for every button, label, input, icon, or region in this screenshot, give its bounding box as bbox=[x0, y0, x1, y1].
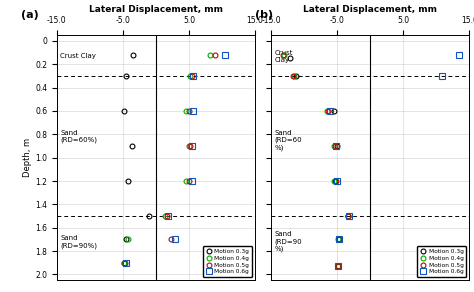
Text: Sand
(RD=90%): Sand (RD=90%) bbox=[60, 235, 97, 248]
Legend: Motion 0.3g, Motion 0.4g, Motion 0.5g, Motion 0.6g: Motion 0.3g, Motion 0.4g, Motion 0.5g, M… bbox=[417, 246, 466, 277]
Text: Crust Clay: Crust Clay bbox=[60, 53, 96, 59]
Text: Sand
(RD=60
%): Sand (RD=60 %) bbox=[274, 130, 302, 151]
Text: Crust
Clay: Crust Clay bbox=[274, 50, 293, 62]
Y-axis label: Depth, m: Depth, m bbox=[23, 138, 32, 177]
X-axis label: Lateral Displacement, mm: Lateral Displacement, mm bbox=[89, 5, 223, 14]
Legend: Motion 0.3g, Motion 0.4g, Motion 0.5g, Motion 0.6g: Motion 0.3g, Motion 0.4g, Motion 0.5g, M… bbox=[203, 246, 252, 277]
Text: Sand
(RD=60%): Sand (RD=60%) bbox=[60, 130, 97, 143]
X-axis label: Lateral Displacement, mm: Lateral Displacement, mm bbox=[303, 5, 437, 14]
Text: (a): (a) bbox=[21, 10, 39, 20]
Text: Sand
(RD=90
%): Sand (RD=90 %) bbox=[274, 231, 302, 252]
Text: (b): (b) bbox=[255, 10, 273, 20]
